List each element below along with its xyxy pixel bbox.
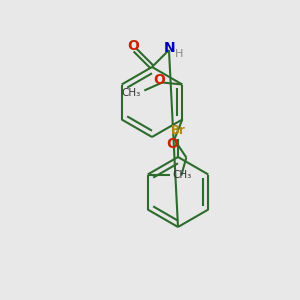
Text: N: N	[164, 41, 176, 55]
Text: O: O	[153, 74, 165, 88]
Text: Br: Br	[171, 124, 185, 137]
Text: O: O	[167, 136, 178, 151]
Text: CH₃: CH₃	[173, 169, 192, 179]
Text: CH₃: CH₃	[121, 88, 140, 98]
Text: H: H	[175, 49, 183, 59]
Text: O: O	[127, 39, 139, 53]
